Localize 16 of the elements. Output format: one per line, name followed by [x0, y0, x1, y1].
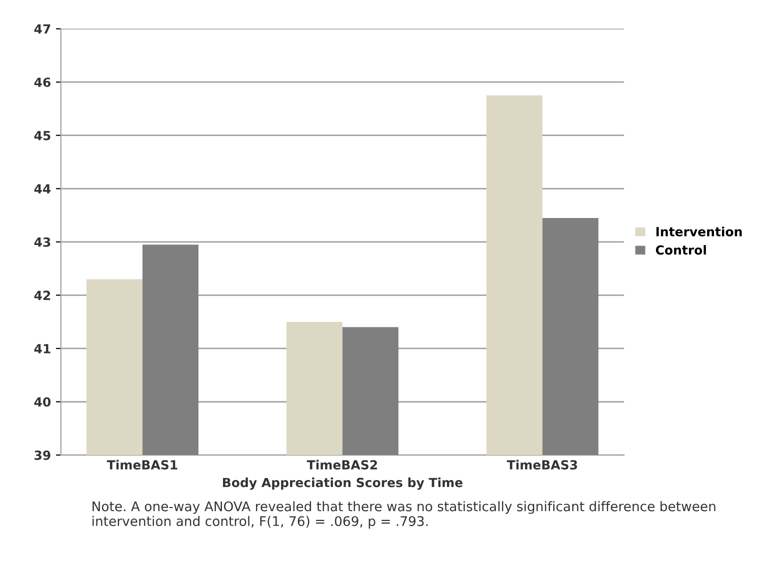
x-tick-label: TimeBAS1 — [106, 460, 178, 470]
x-tick-label: TimeBAS2 — [306, 460, 377, 470]
y-tick-label: 41 — [34, 344, 50, 354]
y-tick-label: 40 — [34, 397, 51, 407]
y-tick-label: 47 — [34, 24, 50, 34]
y-tick-label: 45 — [34, 130, 50, 140]
y-tick-label: 44 — [34, 184, 51, 194]
y-tick-label: 42 — [34, 290, 50, 300]
x-axis-title: Body Appreciation Scores by Time — [223, 478, 462, 490]
y-tick-label: 46 — [34, 78, 50, 88]
legend-label: Control — [656, 245, 706, 255]
legend-label: Intervention — [656, 226, 742, 236]
y-tick-label: 43 — [34, 237, 50, 247]
y-tick-label: 39 — [34, 450, 50, 460]
x-tick-label: TimeBAS3 — [506, 460, 578, 470]
text: Note. A one-way ANOVA revealed that there was no statistically significant difference between intervention and control, F(1, 76) = .069, p = .793. — [92, 501, 716, 529]
